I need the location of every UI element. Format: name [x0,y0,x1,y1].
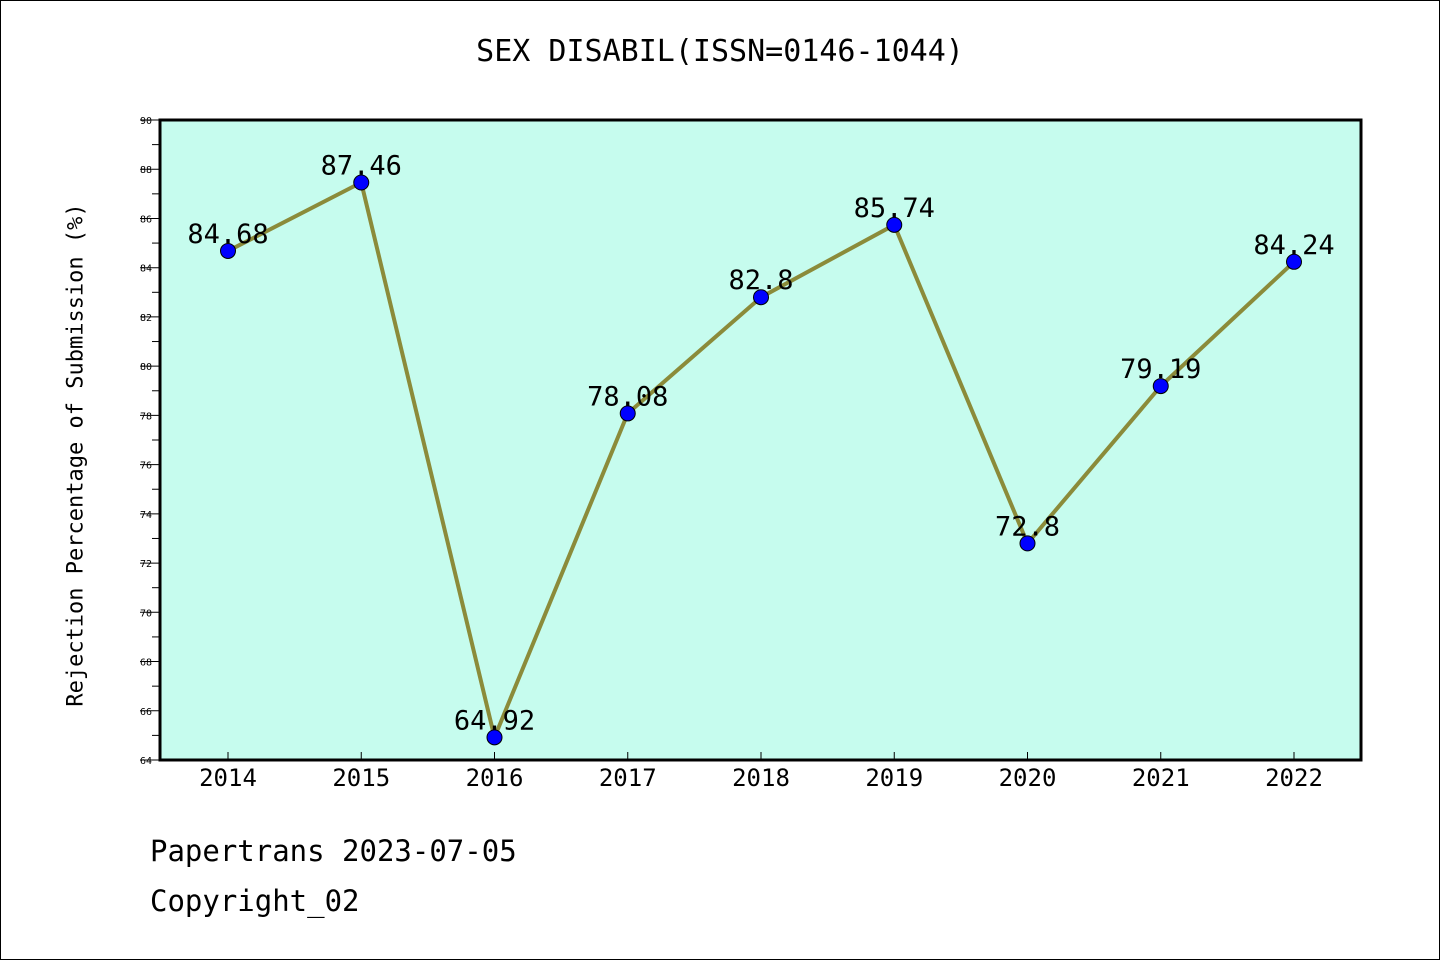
x-tick-label: 2018 [732,764,790,792]
x-tick-label: 2016 [466,764,524,792]
y-tick-label: 76 [140,461,152,472]
plot-border [158,118,1363,762]
y-tick-label: 80 [140,362,152,373]
y-tick-label: 64 [140,756,152,767]
x-tick-label: 2019 [865,764,923,792]
y-tick-label: 86 [140,214,152,225]
data-label: 64.92 [454,705,535,736]
data-point [486,729,503,746]
y-tick-label: 78 [140,411,152,422]
data-label: 78.08 [587,381,668,412]
data-label: 85.74 [854,193,935,224]
y-tick-label: 74 [140,510,152,521]
data-label: 82.8 [728,265,793,296]
data-point [1286,253,1302,270]
y-tick-label: 90 [140,116,152,127]
data-point [1019,535,1036,552]
data-point [753,289,769,306]
x-tick-label: 2014 [199,764,257,792]
footer-date: Papertrans 2023-07-05 [150,834,517,868]
chart-title: SEX DISABIL(ISSN=0146-1044) [476,34,964,69]
y-tick-label: 88 [140,165,152,176]
data-point [619,405,636,422]
data-label: 79.19 [1120,354,1201,385]
data-point [1152,378,1169,395]
data-label: 84.24 [1253,230,1334,261]
x-tick-label: 2020 [999,764,1057,792]
data-label: 72.8 [995,511,1060,542]
y-tick-label: 84 [140,264,152,275]
data-label: 84.68 [187,219,268,250]
plot-area [160,120,1361,760]
data-point [220,242,236,259]
x-tick-label: 2021 [1132,764,1190,792]
y-tick-label: 72 [140,559,152,570]
footer-copyright: Copyright_02 [150,884,360,918]
data-point [353,174,370,191]
y-tick-label: 70 [140,608,152,619]
x-tick-label: 2017 [599,764,657,792]
x-tick-label: 2015 [332,764,390,792]
x-tick-label: 2022 [1265,764,1323,792]
y-tick-label: 66 [140,707,152,718]
data-point [886,216,903,233]
y-tick-label: 68 [140,658,152,669]
data-label: 87.46 [321,151,402,182]
y-tick-label: 82 [140,313,152,324]
